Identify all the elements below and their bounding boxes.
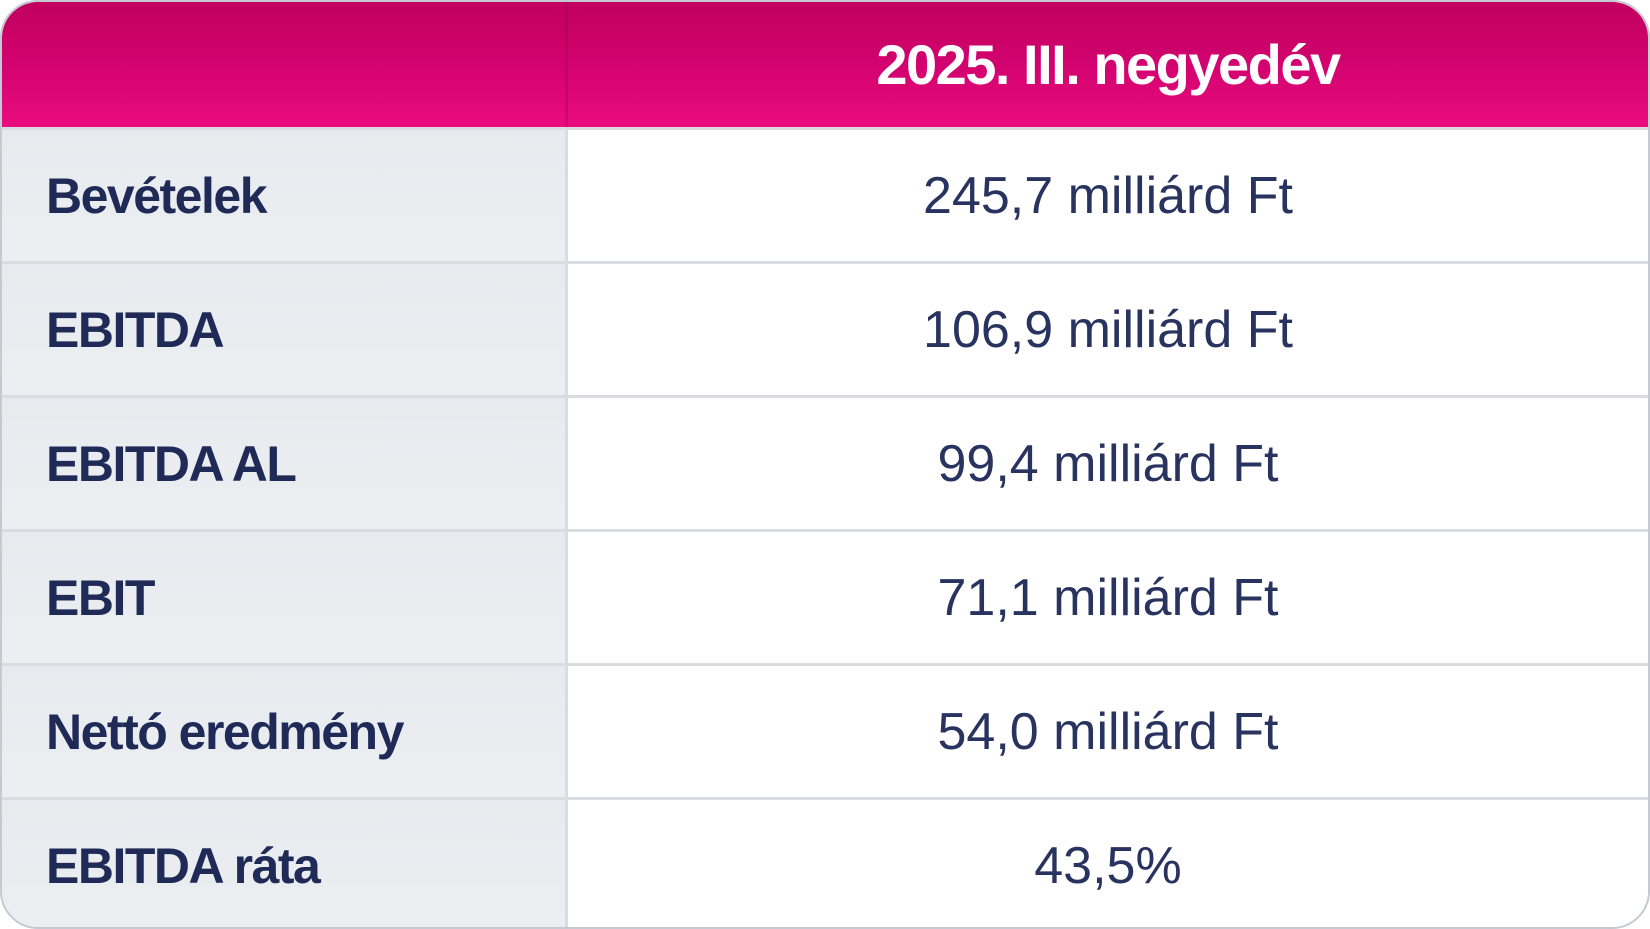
metric-value-cell: 99,4 milliárd Ft bbox=[568, 398, 1648, 529]
metric-label-cell: EBITDA ráta bbox=[2, 800, 568, 927]
table-row: EBITDA 106,9 milliárd Ft bbox=[2, 261, 1648, 395]
metric-label: Bevételek bbox=[46, 167, 268, 224]
header-period-cell: 2025. III. negyedév bbox=[568, 2, 1648, 127]
period-label: 2025. III. negyedév bbox=[876, 33, 1341, 96]
header-corner-cell bbox=[2, 2, 568, 127]
metric-label: EBITDA bbox=[46, 301, 225, 358]
table-row: Nettó eredmény 54,0 milliárd Ft bbox=[2, 663, 1648, 797]
metric-value: 106,9 milliárd Ft bbox=[923, 300, 1293, 359]
metric-label: EBITDA ráta bbox=[46, 837, 321, 894]
table-row: EBITDA AL 99,4 milliárd Ft bbox=[2, 395, 1648, 529]
metric-label: Nettó eredmény bbox=[46, 703, 404, 760]
metric-value: 54,0 milliárd Ft bbox=[937, 702, 1279, 761]
table-row: EBIT 71,1 milliárd Ft bbox=[2, 529, 1648, 663]
metric-value: 71,1 milliárd Ft bbox=[937, 568, 1279, 627]
metric-value-cell: 71,1 milliárd Ft bbox=[568, 532, 1648, 663]
metric-value-cell: 54,0 milliárd Ft bbox=[568, 666, 1648, 797]
metric-value: 99,4 milliárd Ft bbox=[937, 434, 1279, 493]
table-header-row: 2025. III. negyedév bbox=[2, 2, 1648, 127]
table-body: Bevételek 245,7 milliárd Ft EBITDA 106,9… bbox=[2, 127, 1648, 927]
metric-value: 245,7 milliárd Ft bbox=[923, 166, 1293, 225]
metric-label: EBITDA AL bbox=[46, 435, 297, 492]
table-row: Bevételek 245,7 milliárd Ft bbox=[2, 127, 1648, 261]
metric-value: 43,5% bbox=[1034, 836, 1182, 895]
metric-label-cell: Bevételek bbox=[2, 130, 568, 261]
metric-label-cell: EBIT bbox=[2, 532, 568, 663]
metric-label-cell: EBITDA AL bbox=[2, 398, 568, 529]
metric-value-cell: 43,5% bbox=[568, 800, 1648, 927]
metric-label-cell: EBITDA bbox=[2, 264, 568, 395]
metric-value-cell: 245,7 milliárd Ft bbox=[568, 130, 1648, 261]
metric-label: EBIT bbox=[46, 569, 155, 626]
metric-label-cell: Nettó eredmény bbox=[2, 666, 568, 797]
metric-value-cell: 106,9 milliárd Ft bbox=[568, 264, 1648, 395]
table-row: EBITDA ráta 43,5% bbox=[2, 797, 1648, 927]
